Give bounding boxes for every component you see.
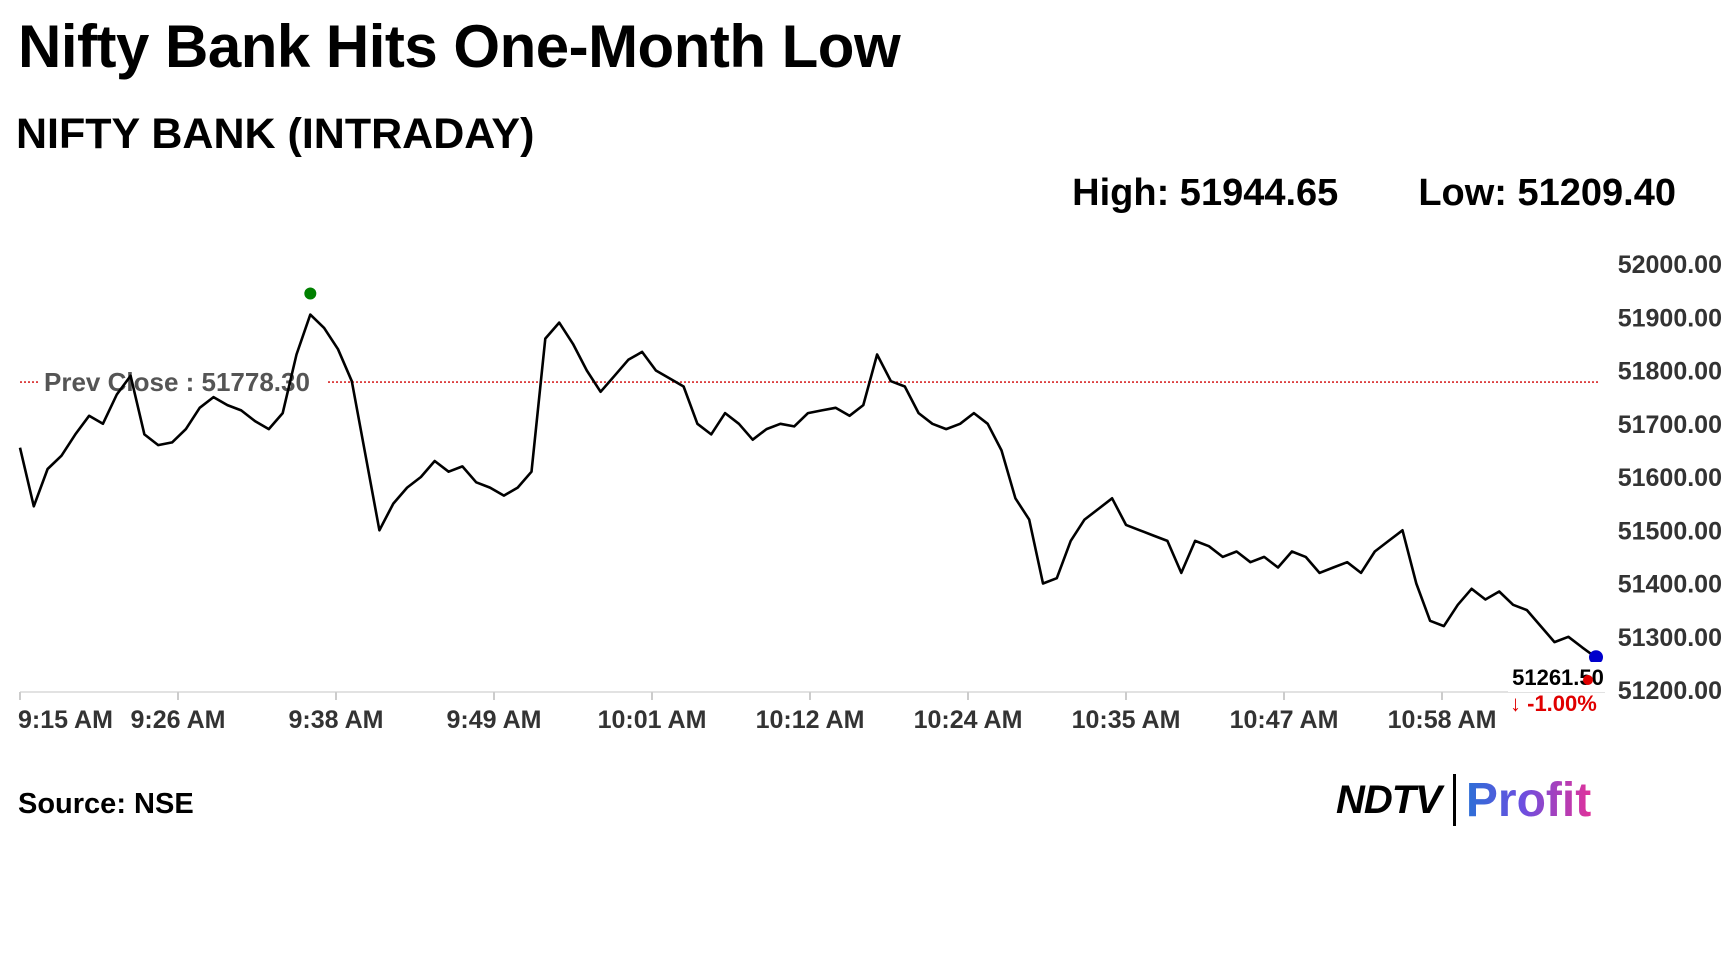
y-tick-label: 51800.00	[1618, 358, 1722, 386]
x-tick-label: 10:35 AM	[1072, 706, 1181, 734]
chart-subtitle: NIFTY BANK (INTRADAY)	[16, 110, 535, 158]
x-tick-label: 10:01 AM	[598, 706, 707, 734]
low-value: Low: 51209.40	[1418, 172, 1676, 214]
x-tick-label: 10:24 AM	[914, 706, 1023, 734]
markers: 51261.50↓ -1.00%	[304, 287, 1612, 716]
chart-headline: Nifty Bank Hits One-Month Low	[18, 13, 901, 80]
y-tick-label: 52000.00	[1618, 251, 1722, 279]
x-tick-label: 9:49 AM	[447, 706, 542, 734]
high-value: High: 51944.65	[1072, 172, 1339, 214]
y-tick-label: 51600.00	[1618, 464, 1722, 492]
ndtv-profit-logo: NDTV Profit	[1336, 770, 1591, 830]
day-high-marker	[304, 287, 317, 300]
prev-close-group: Prev Close : 51778.30	[20, 362, 1600, 399]
last-price-marker	[1589, 650, 1603, 665]
profit-logo-text: Profit	[1465, 773, 1592, 827]
prev-close-label-bg	[38, 362, 328, 399]
x-tick-label: 9:26 AM	[131, 706, 226, 734]
y-tick-label: 51400.00	[1618, 571, 1722, 599]
high-low-stats: High: 51944.65 Low: 51209.40	[1072, 172, 1676, 215]
x-tick-label: 9:15 AM	[18, 706, 113, 734]
y-tick-label: 51700.00	[1618, 411, 1722, 439]
price-series-line	[18, 313, 1597, 659]
prev-close-label: Prev Close : 51778.30	[44, 367, 310, 397]
last-change-label: ↓ -1.00%	[1510, 691, 1597, 716]
last-value-bg	[1508, 662, 1612, 692]
x-tick-label: 10:58 AM	[1388, 706, 1497, 734]
y-axis: 51200.00 51300.00 51400.00 51500.00 51600.00…	[1618, 251, 1722, 705]
x-tick-label: 10:47 AM	[1230, 706, 1339, 734]
y-tick-label: 51500.00	[1618, 517, 1722, 545]
logo-divider	[1452, 774, 1456, 826]
last-change-dot	[1583, 675, 1593, 685]
y-tick-label: 51900.00	[1618, 304, 1722, 332]
ndtv-logo-text: NDTV	[1336, 777, 1442, 822]
y-tick-label: 51300.00	[1618, 624, 1722, 652]
x-axis-ticks: 9:15 AM 9:26 AM 9:38 AM 9:49 AM 10:01 AM 10:1…	[18, 692, 1496, 734]
x-tick-label: 9:38 AM	[289, 706, 384, 734]
y-tick-label: 51200.00	[1618, 677, 1722, 705]
x-tick-label: 10:12 AM	[756, 706, 865, 734]
source-note: Source: NSE	[18, 788, 194, 820]
